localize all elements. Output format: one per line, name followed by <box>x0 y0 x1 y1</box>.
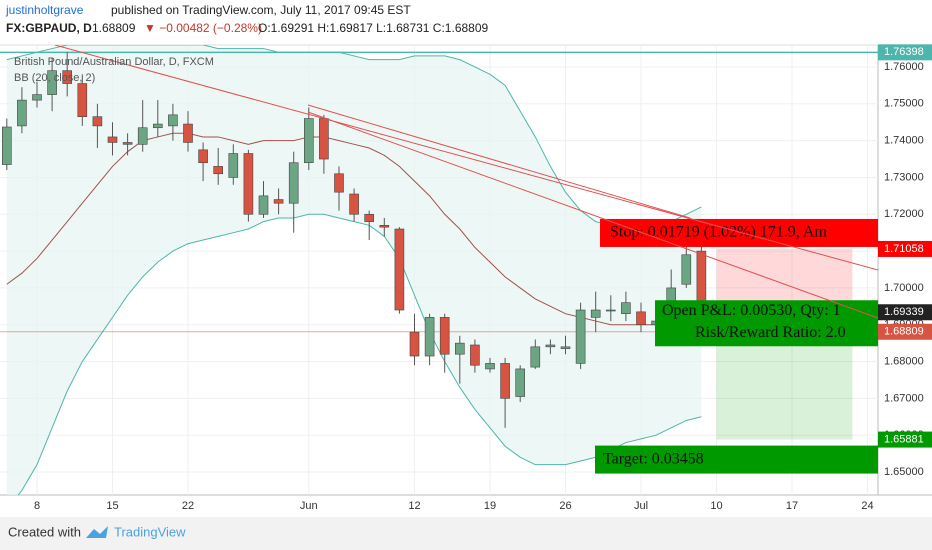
pnl-text: Open P&L: 0.00530, Qty: 1 <box>662 302 841 319</box>
price-label-bg <box>878 44 932 61</box>
candle-body <box>409 331 420 357</box>
candle-body <box>636 311 646 326</box>
candle-body <box>288 162 299 204</box>
published: published on TradingView.com, July 11, 2… <box>111 3 411 17</box>
band-basis <box>6 132 702 326</box>
x-tick-label: Jul <box>634 500 648 512</box>
x-tick-label: 22 <box>182 500 194 512</box>
y-tick-label: 1.74000 <box>884 135 924 147</box>
candle-body <box>47 70 57 95</box>
candle-body <box>394 228 405 311</box>
candle-body <box>228 153 239 178</box>
candle-body <box>515 368 526 397</box>
footer-bar <box>0 517 932 550</box>
candle-body <box>137 127 148 145</box>
logo <box>86 526 108 538</box>
candle-body <box>62 70 73 84</box>
x-tick-label: 10 <box>710 500 722 512</box>
footer-brand[interactable]: TradingView <box>114 524 186 539</box>
x-tick-label: 17 <box>786 500 798 512</box>
candle-body <box>153 123 163 129</box>
candle-body <box>485 363 495 370</box>
candle-body <box>334 173 344 193</box>
y-tick-label: 1.68000 <box>884 355 924 367</box>
price-label-bg <box>878 240 932 257</box>
candle-body <box>1 126 12 165</box>
footer-created: Created with <box>8 524 81 539</box>
x-tick-label: 19 <box>484 500 496 512</box>
target-box <box>595 445 878 474</box>
legend-title: British Pound/Australian Dollar, D, FXCM <box>14 56 214 68</box>
x-tick-label: 8 <box>34 500 40 512</box>
candle-body <box>590 309 601 318</box>
candle-body <box>681 254 692 285</box>
candle-body <box>273 199 284 204</box>
band-fill <box>6 45 702 495</box>
target-text: Target: 0.03458 <box>603 450 704 467</box>
y-tick-label: 1.72000 <box>884 208 924 220</box>
x-tick-label: 12 <box>408 500 420 512</box>
price-label: 1.69339 <box>884 306 924 318</box>
y-tick-label: 1.67000 <box>884 392 924 404</box>
candle-body <box>530 346 541 368</box>
candle-body <box>560 346 571 349</box>
trendlines <box>54 45 878 319</box>
pnl-box <box>655 300 878 347</box>
candle-body <box>379 225 390 228</box>
x-tick-label: Jun <box>300 500 318 512</box>
candle-body <box>303 118 314 164</box>
candle-body <box>349 193 359 215</box>
x-tick-label: 15 <box>106 500 118 512</box>
candle-body <box>621 302 631 314</box>
y-tick-label: 1.76000 <box>884 61 924 73</box>
x-tick-label: 26 <box>559 500 571 512</box>
price-label: 1.65881 <box>884 433 924 445</box>
candle-body <box>168 114 178 127</box>
candle-body <box>107 136 118 143</box>
candle-body <box>424 317 435 357</box>
price-label-bg <box>878 431 932 448</box>
candle-body <box>183 123 193 143</box>
candle-body <box>454 342 465 355</box>
candle-body <box>213 166 223 175</box>
candle-body <box>198 149 208 164</box>
candle-body <box>575 309 586 364</box>
candle-body <box>545 344 556 348</box>
stop-text: Stop: 0.01719 (1.02%) 171.9, Am <box>610 224 827 241</box>
price-label: 1.76398 <box>884 46 924 58</box>
candle-body <box>500 363 510 399</box>
y-tick-label: 1.70000 <box>884 282 924 294</box>
candle-body <box>17 99 27 127</box>
ratio-text: Risk/Reward Ratio: 2.0 <box>695 324 846 341</box>
band-upper <box>6 45 702 226</box>
price-label-bg <box>878 323 932 340</box>
candle-body <box>258 195 269 215</box>
price-label: 1.71058 <box>884 243 924 255</box>
candle-body <box>319 118 329 160</box>
overlay: Stop: 0.01719 (1.02%) 171.9, Am Open P&L:… <box>595 218 878 474</box>
ohlc: O:1.69291 H:1.69817 L:1.68731 C:1.68809 <box>258 21 489 35</box>
candle-body <box>92 116 103 127</box>
x-tick-label: 24 <box>861 500 873 512</box>
price: 1.68809 <box>92 21 136 35</box>
legend-indicator: BB (20, close, 2) <box>14 72 95 84</box>
candle-body <box>605 309 616 312</box>
candle-body <box>470 344 480 366</box>
change: ▼ −0.00482 (−0.28%) <box>144 21 262 35</box>
price-label: 1.68809 <box>884 326 924 338</box>
candle-body <box>439 317 450 355</box>
y-tick-label: 1.75000 <box>884 98 924 110</box>
candle-body <box>32 94 42 101</box>
candle-body <box>122 142 133 145</box>
symbol: FX:GBPAUD, D <box>6 21 92 35</box>
candle-body <box>243 153 254 215</box>
y-tick-label: 1.73000 <box>884 171 924 183</box>
author[interactable]: justinholtgrave <box>5 3 84 17</box>
candle-body <box>364 213 375 222</box>
stop-box <box>600 218 878 247</box>
candle-body <box>77 83 88 117</box>
price-label-bg <box>878 304 932 321</box>
y-tick-label: 1.65000 <box>884 466 924 478</box>
